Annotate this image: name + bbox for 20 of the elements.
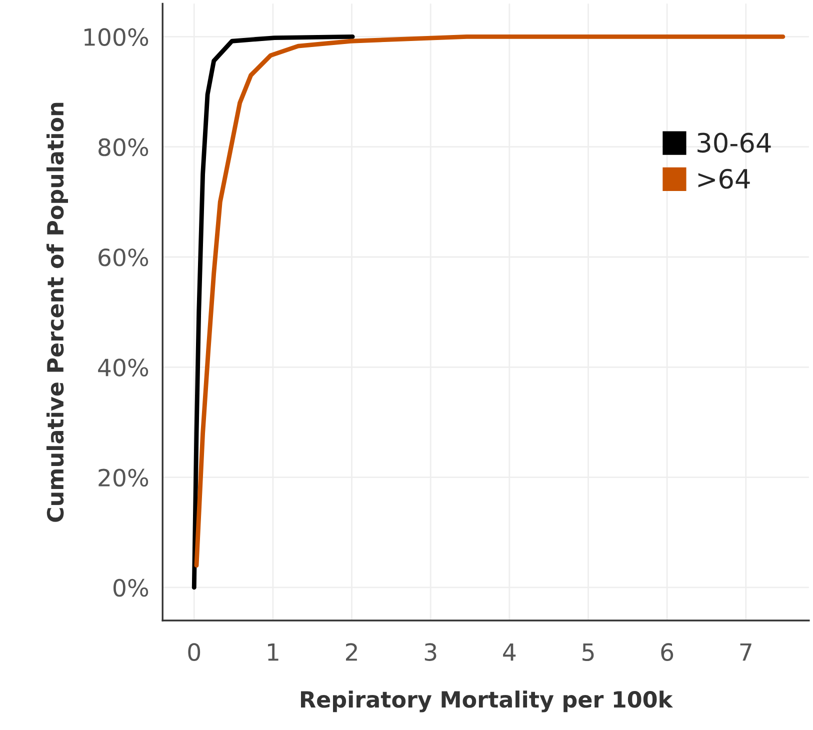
- x-tick-label: 1: [268, 643, 278, 661]
- x-tick-label: 4: [503, 643, 516, 661]
- y-tick-label: 0%: [114, 578, 148, 597]
- line-series: [194, 34, 786, 568]
- line-series: [192, 34, 355, 590]
- y-tick-label: 80%: [98, 138, 148, 156]
- x-axis-title: Repiratory Mortality per 100k: [301, 690, 673, 712]
- y-tick-label: 20%: [98, 468, 148, 487]
- y-axis-title: Cumulative Percent of Population: [46, 102, 68, 522]
- x-tick-label: 7: [740, 643, 752, 661]
- x-tick-label: 3: [424, 643, 436, 661]
- legend-label: 30-64: [698, 132, 771, 153]
- x-tick-label: 0: [188, 643, 200, 661]
- legend-label: >64: [698, 168, 750, 189]
- y-tick-label: 40%: [98, 358, 148, 376]
- x-tick-label: 5: [582, 643, 594, 661]
- x-tick-label: 2: [346, 643, 357, 661]
- y-tick-label: 60%: [98, 248, 148, 266]
- y-tick-label: 100%: [84, 28, 148, 46]
- x-tick-label: 6: [661, 643, 674, 661]
